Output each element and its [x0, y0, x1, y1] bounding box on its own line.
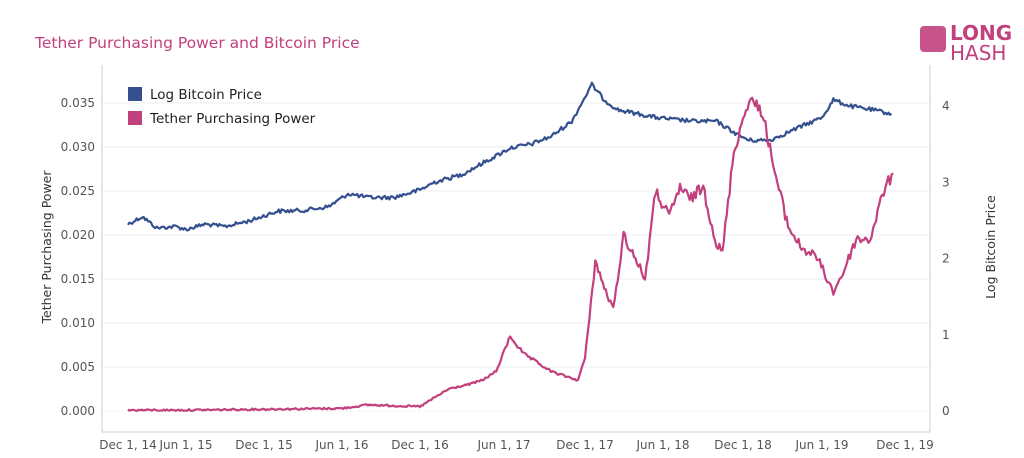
y-tick-label-right: 1 [942, 328, 950, 342]
logo-cube-icon [920, 26, 946, 52]
x-tick-label: Jun 1, 18 [635, 438, 689, 452]
legend-label-tether: Tether Purchasing Power [149, 111, 316, 127]
y-tick-label-left: 0.030 [61, 140, 95, 154]
x-tick-label: Dec 1, 16 [391, 438, 449, 452]
y-tick-label-left: 0.010 [61, 316, 95, 330]
y-tick-label-right: 3 [942, 175, 950, 189]
y-tick-label-left: 0.015 [61, 272, 95, 286]
legend-swatch-tether [128, 111, 142, 125]
y-tick-label-left: 0.035 [61, 96, 95, 110]
x-tick-label: Dec 1, 14 [99, 438, 157, 452]
legend-swatch-bitcoin [128, 87, 142, 101]
x-tick-label: Dec 1, 15 [235, 438, 293, 452]
x-tick-label: Dec 1, 18 [714, 438, 772, 452]
y-tick-label-right: 2 [942, 252, 950, 266]
x-tick-label: Jun 1, 19 [794, 438, 848, 452]
x-tick-label: Jun 1, 15 [158, 438, 212, 452]
legend-label-bitcoin: Log Bitcoin Price [150, 87, 262, 103]
x-tick-label: Jun 1, 17 [476, 438, 530, 452]
series-line-log-bitcoin-price [127, 81, 893, 232]
x-tick-label: Dec 1, 17 [556, 438, 614, 452]
y-tick-label-left: 0.020 [61, 228, 95, 242]
y-axis-label-left: Tether Purchasing Power [39, 170, 54, 325]
chart-title: Tether Purchasing Power and Bitcoin Pric… [34, 34, 360, 52]
x-tick-label: Dec 1, 19 [876, 438, 934, 452]
y-axis-label-right: Log Bitcoin Price [983, 195, 998, 299]
y-tick-label-left: 0.005 [61, 360, 95, 374]
y-tick-label-left: 0.000 [61, 404, 95, 418]
legend: Log Bitcoin Price Tether Purchasing Powe… [128, 87, 316, 127]
series-line-tether-purchasing-power [127, 96, 894, 412]
y-tick-label-right: 4 [942, 99, 950, 113]
logo-text-long: LONG [950, 21, 1012, 45]
y-tick-label-right: 0 [942, 404, 950, 418]
x-tick-label: Jun 1, 16 [314, 438, 368, 452]
y-tick-label-left: 0.025 [61, 184, 95, 198]
longhash-logo: LONG HASH [920, 21, 1012, 65]
logo-text-hash: HASH [950, 41, 1006, 65]
